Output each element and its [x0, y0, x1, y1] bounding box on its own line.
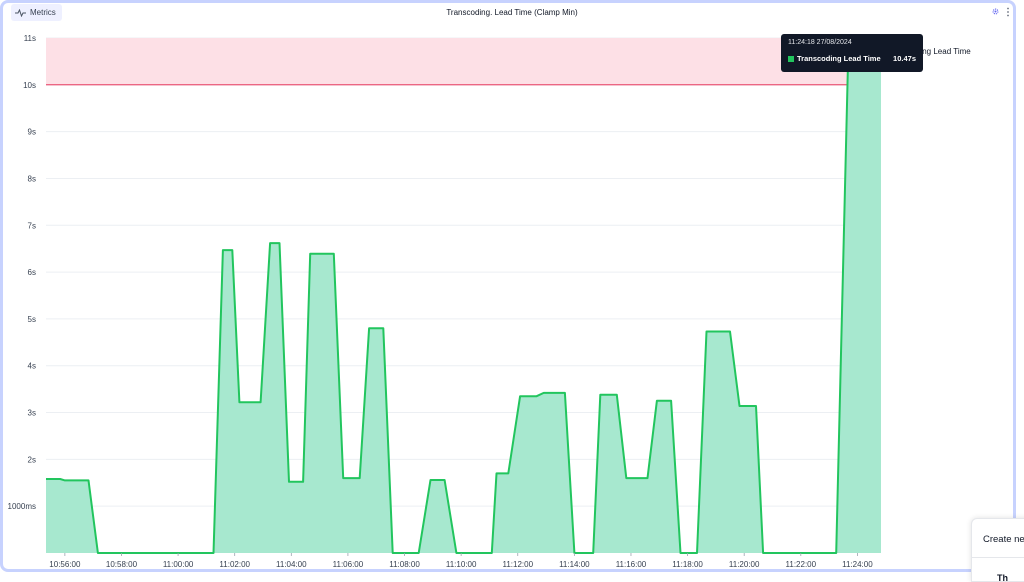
y-tick-label: 7s [28, 221, 36, 230]
x-tick-label: 11:24:00 [842, 560, 873, 569]
x-tick-label: 11:20:00 [729, 560, 760, 569]
x-axis: 10:56:00 10:58:00 11:00:00 11:02:00 11:04:00… [49, 553, 873, 569]
x-tick-label: 10:56:00 [49, 560, 81, 569]
y-tick-label: 6s [28, 268, 36, 277]
x-tick-label: 11:16:00 [616, 560, 647, 569]
y-tick-label: 4s [28, 362, 36, 371]
tooltip-value: 10.47s [893, 54, 916, 63]
x-tick-label: 11:22:00 [786, 560, 817, 569]
y-tick-label: 10s [23, 81, 36, 90]
y-axis: 1000ms 2s 3s 4s 5s 6s 7s 8s 9s 10s 11s [8, 34, 36, 511]
x-tick-label: 11:04:00 [276, 560, 307, 569]
chart-tooltip: 11:24:18 27/08/2024 Transcoding Lead Tim… [781, 34, 923, 72]
x-tick-label: 11:14:00 [559, 560, 590, 569]
y-tick-label: 9s [28, 128, 36, 137]
tooltip-row: Transcoding Lead Time 10.47s [788, 54, 916, 63]
legend-entry[interactable]: ding Lead Time [916, 47, 971, 56]
tooltip-series-swatch [788, 56, 794, 62]
y-tick-label: 5s [28, 315, 36, 324]
x-tick-label: 11:08:00 [389, 560, 420, 569]
y-tick-label: 1000ms [8, 502, 36, 511]
threshold-band [46, 38, 881, 85]
x-tick-label: 11:06:00 [333, 560, 364, 569]
create-card-title: Create ne [983, 534, 1024, 545]
x-tick-label: 10:58:00 [106, 560, 138, 569]
tooltip-series-name: Transcoding Lead Time [797, 54, 881, 63]
x-tick-label: 11:10:00 [446, 560, 477, 569]
series-layer [46, 63, 881, 553]
series-area [46, 63, 881, 553]
y-tick-label: 3s [28, 409, 36, 418]
tooltip-time: 11:24:18 27/08/2024 [788, 39, 916, 46]
x-tick-label: 11:18:00 [672, 560, 703, 569]
x-tick-label: 11:02:00 [219, 560, 250, 569]
y-tick-label: 2s [28, 455, 36, 464]
create-new-card[interactable]: Create ne Th [971, 518, 1024, 582]
y-tick-label: 11s [24, 34, 36, 43]
threshold-band-area [46, 38, 881, 85]
y-tick-label: 8s [28, 174, 36, 183]
x-tick-label: 11:00:00 [163, 560, 194, 569]
create-card-divider [972, 557, 1024, 558]
x-tick-label: 11:12:00 [502, 560, 533, 569]
